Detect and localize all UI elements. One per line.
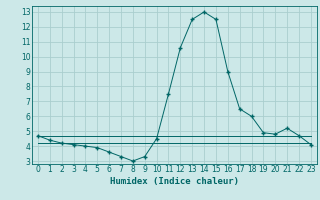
X-axis label: Humidex (Indice chaleur): Humidex (Indice chaleur) [110,177,239,186]
